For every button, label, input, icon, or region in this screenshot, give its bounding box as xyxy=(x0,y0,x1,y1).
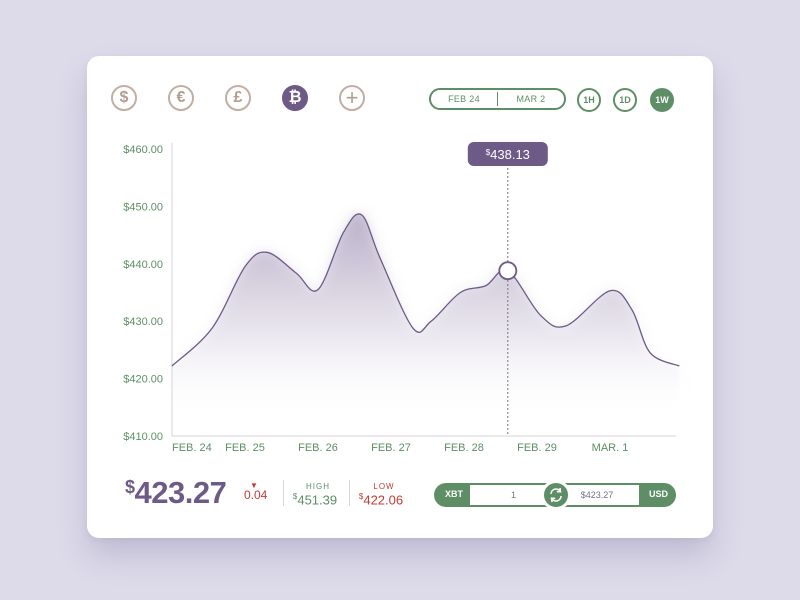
price-currency: $ xyxy=(125,477,135,497)
high-value: $451.39 xyxy=(292,492,338,508)
from-amount-input[interactable]: 1 xyxy=(470,485,557,505)
y-tick-label: $420.00 xyxy=(123,374,163,386)
date-range-from: FEB 24 xyxy=(448,94,480,104)
x-tick-label: FEB. 27 xyxy=(371,442,411,454)
timeframe-1d-button[interactable]: 1D xyxy=(613,88,637,112)
price-change: 0.04 xyxy=(244,488,268,502)
y-tick-label: $450.00 xyxy=(123,201,163,213)
y-tick-label: $460.00 xyxy=(123,144,163,156)
tooltip-currency: $ xyxy=(486,148,491,157)
bitcoin-icon[interactable]: ₿ xyxy=(282,85,308,111)
price-line xyxy=(171,213,680,367)
divider xyxy=(283,480,284,506)
date-range-divider xyxy=(497,92,498,106)
price-value: 423.27 xyxy=(134,475,227,510)
current-price: $423.27 xyxy=(125,475,227,511)
high-label: HIGH xyxy=(306,482,330,491)
x-tick-label: FEB. 28 xyxy=(444,442,484,454)
euro-icon[interactable]: € xyxy=(168,85,194,111)
hover-marker[interactable] xyxy=(498,261,518,281)
x-tick-label: FEB. 24 xyxy=(172,442,212,454)
x-tick-label: FEB. 29 xyxy=(517,442,557,454)
y-tick-label: $430.00 xyxy=(123,316,163,328)
price-tooltip: $438.13 xyxy=(467,142,548,166)
pound-icon[interactable]: £ xyxy=(225,85,251,111)
y-tick-label: $440.00 xyxy=(123,259,163,271)
area-fill xyxy=(172,213,680,421)
timeframe-1h-button[interactable]: 1H xyxy=(577,88,601,112)
low-value: $422.06 xyxy=(358,492,404,508)
price-chart-card: $ € £ ₿ + FEB 24 MAR 2 1H 1D 1W $410.00 $… xyxy=(87,56,713,538)
divider xyxy=(349,480,350,506)
x-tick-label: FEB. 25 xyxy=(225,442,265,454)
currency-converter: XBT 1 $423.27 USD xyxy=(434,480,676,510)
y-tick-label: $410.00 xyxy=(123,431,163,443)
dollar-icon[interactable]: $ xyxy=(111,85,137,111)
to-amount-input[interactable]: $423.27 xyxy=(555,485,639,505)
x-tick-label: FEB. 26 xyxy=(298,442,338,454)
date-range-to: MAR 2 xyxy=(516,94,546,104)
timeframe-1w-button[interactable]: 1W xyxy=(650,88,674,112)
swap-arrows-icon xyxy=(550,487,562,503)
plus-icon[interactable]: + xyxy=(339,85,365,111)
low-label: LOW xyxy=(373,482,395,491)
tooltip-value: 438.13 xyxy=(490,147,530,162)
date-range-picker[interactable]: FEB 24 MAR 2 xyxy=(429,88,566,110)
svg-text:$438.13: $438.13 xyxy=(486,147,530,162)
price-chart: $410.00 $420.00 $430.00 $440.00 $450.00 $460.… xyxy=(123,142,680,454)
swap-icon[interactable] xyxy=(541,480,571,510)
x-tick-label: MAR. 1 xyxy=(592,442,629,454)
to-currency-label[interactable]: USD xyxy=(649,489,669,499)
from-currency-label[interactable]: XBT xyxy=(445,489,463,499)
down-arrow-icon: ▼ xyxy=(250,481,258,490)
